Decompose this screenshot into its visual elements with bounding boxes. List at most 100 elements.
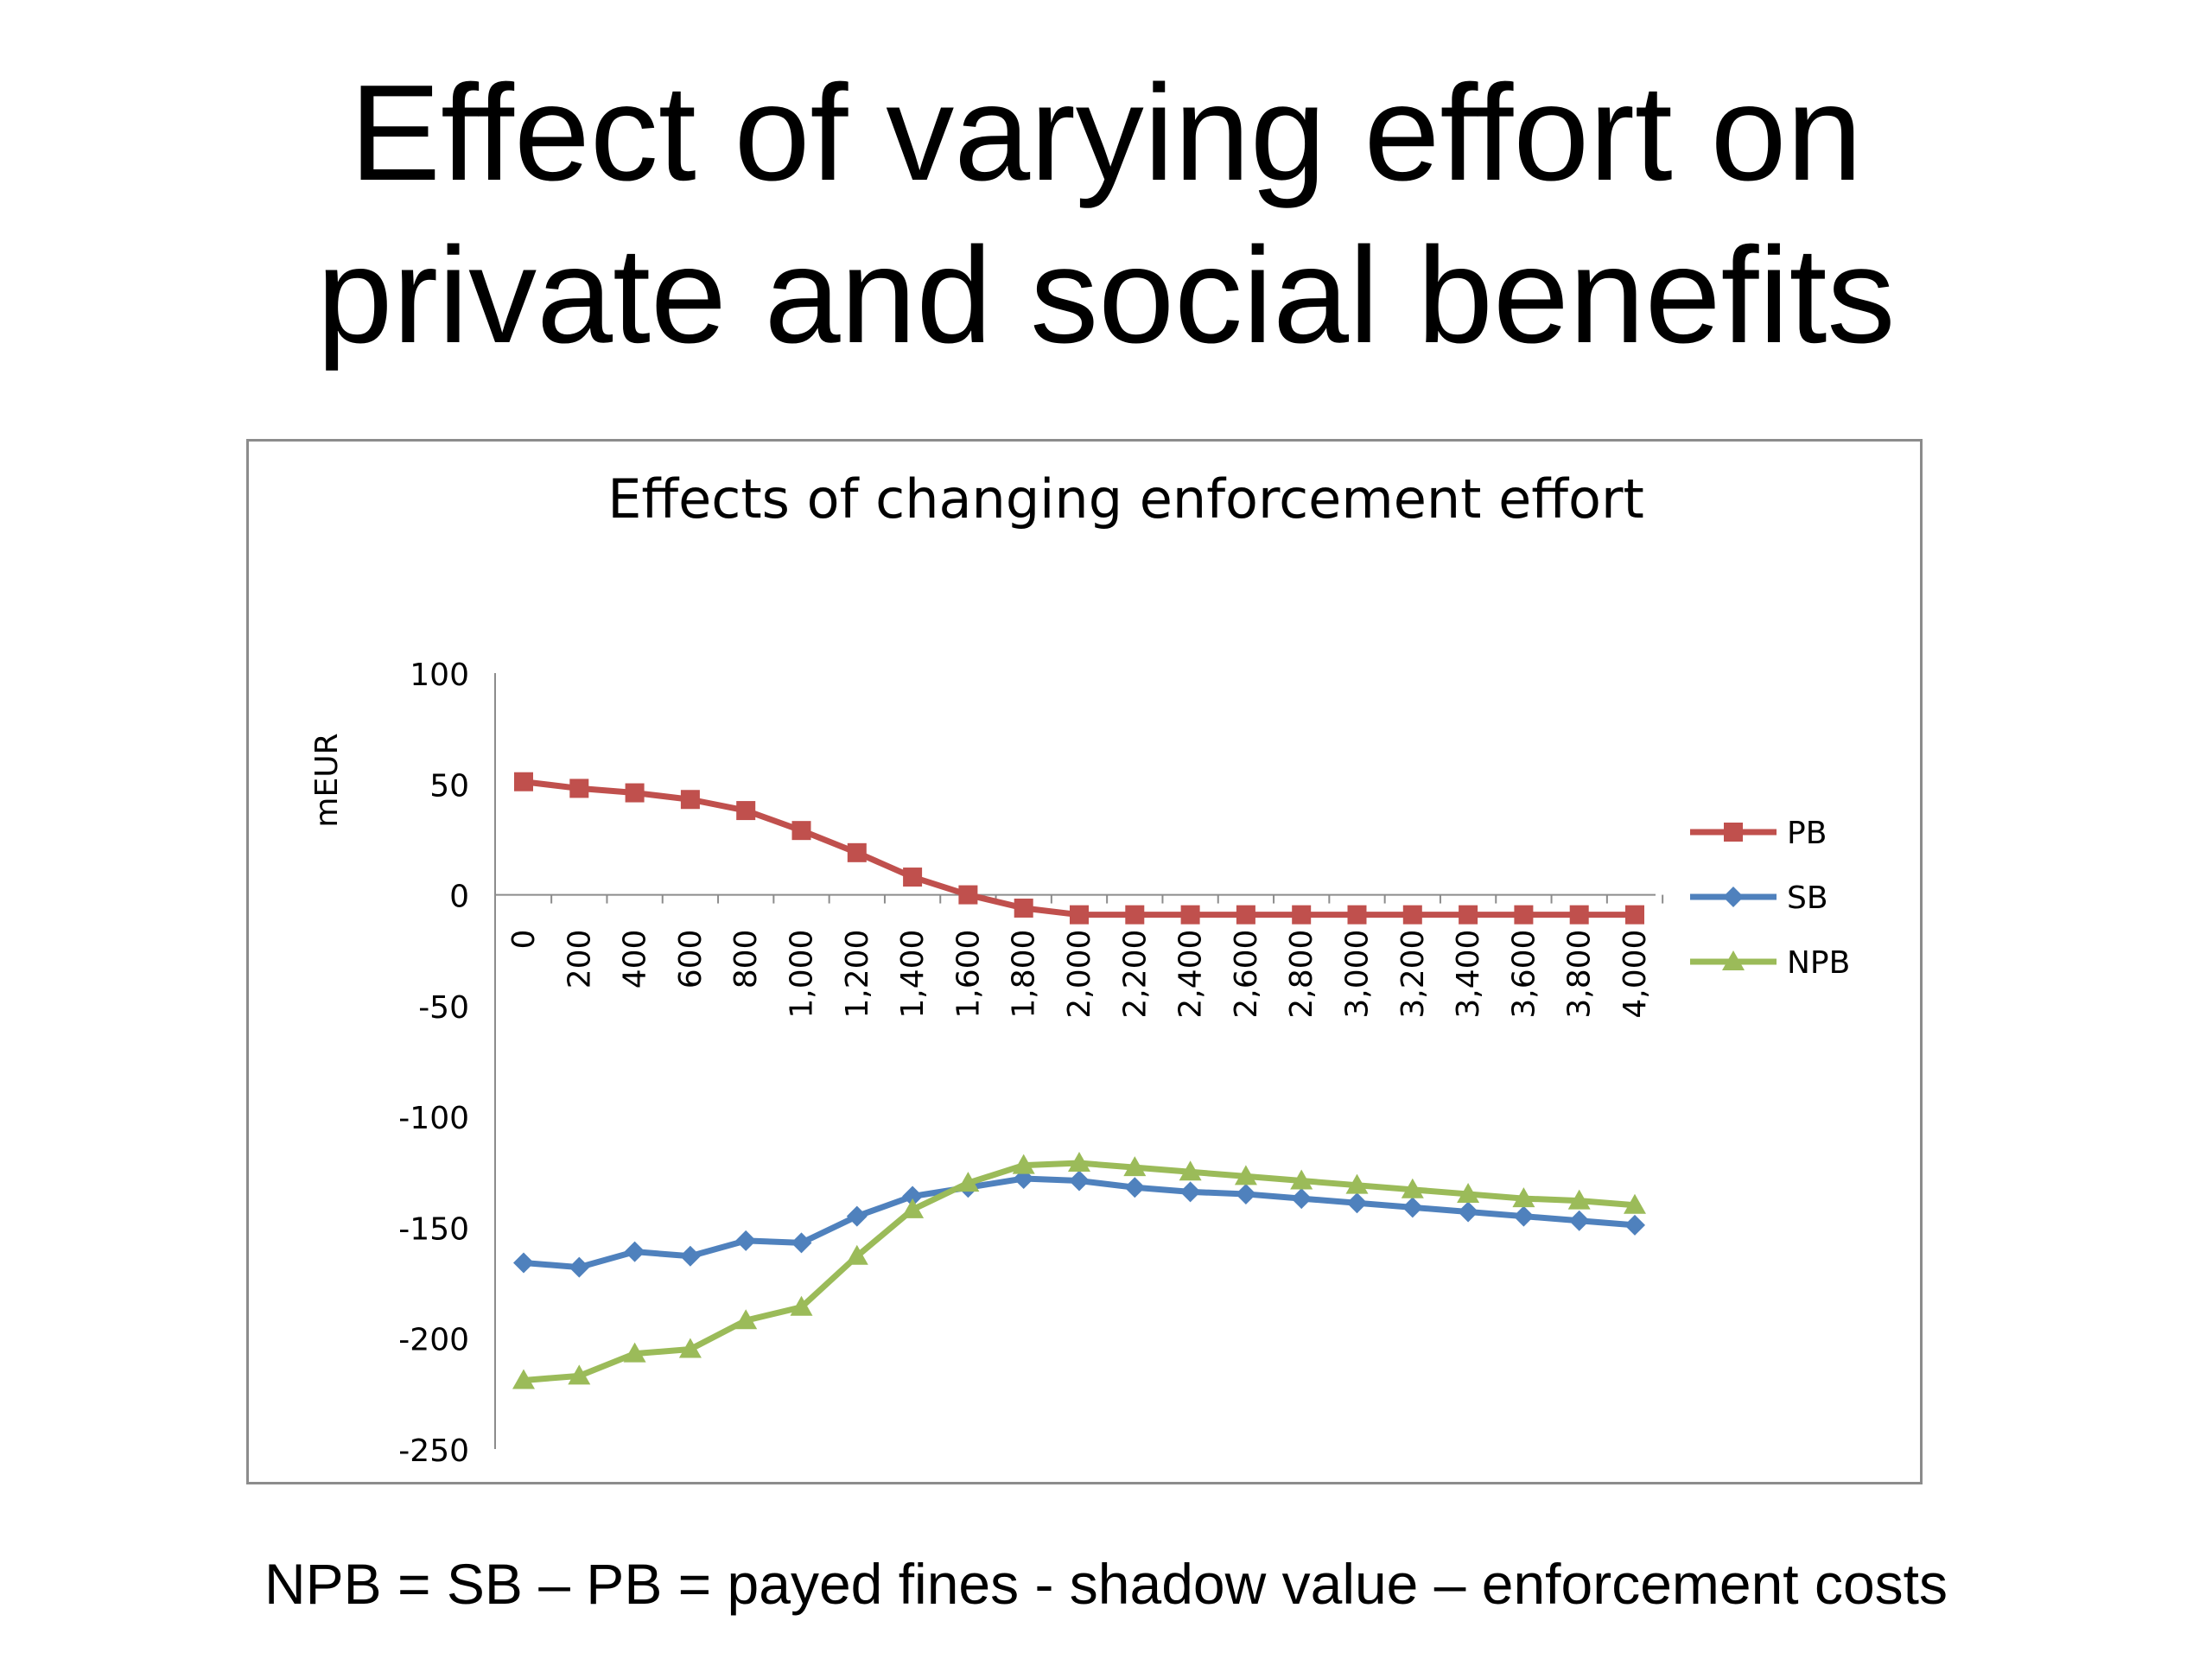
data-point-npb: [623, 1342, 646, 1363]
slide-title-line-1: Effect of varying effort on: [349, 57, 1863, 209]
data-point-npb: [1401, 1178, 1424, 1198]
x-tick-label: 800: [728, 930, 764, 989]
legend-label: SB: [1787, 880, 1828, 916]
data-point-npb: [1123, 1156, 1147, 1177]
data-point-sb: [679, 1245, 701, 1267]
y-axis-label: mEUR: [309, 733, 345, 827]
y-tick-label: 100: [410, 658, 469, 693]
data-point-sb: [1568, 1210, 1590, 1231]
x-tick-label: 1,600: [950, 930, 986, 1019]
data-point-sb: [1291, 1188, 1313, 1210]
x-tick-label: 3,200: [1395, 930, 1431, 1019]
data-point-pb: [1459, 905, 1478, 925]
data-point-npb: [1624, 1193, 1646, 1214]
x-tick-label: 1,200: [840, 930, 875, 1019]
x-tick-label: 400: [618, 930, 653, 989]
data-point-pb: [958, 885, 978, 905]
x-tick-label: 200: [562, 930, 597, 989]
legend-item-npb: NPB: [1690, 945, 1850, 981]
data-point-sb: [1624, 1214, 1645, 1236]
x-tick-label: 3,600: [1506, 930, 1541, 1019]
y-tick-label: 50: [429, 768, 469, 804]
x-tick-label: 2,600: [1229, 930, 1264, 1019]
data-point-sb: [1124, 1177, 1146, 1198]
data-point-sb: [1235, 1183, 1256, 1205]
legend-item-sb: SB: [1690, 880, 1828, 916]
y-tick-label: -200: [398, 1323, 469, 1358]
x-tick-label: 600: [673, 930, 709, 989]
x-tick-label: 3,400: [1451, 930, 1486, 1019]
data-point-npb: [1290, 1169, 1313, 1190]
data-point-pb: [1347, 905, 1367, 925]
data-point-npb: [957, 1172, 980, 1192]
data-point-sb: [1069, 1170, 1090, 1192]
x-tick-label: 4,000: [1618, 930, 1653, 1019]
x-tick-label: 2,800: [1284, 930, 1319, 1019]
y-tick-label: 0: [449, 880, 469, 915]
data-point-npb: [1345, 1173, 1369, 1194]
x-tick-label: 0: [506, 930, 542, 950]
data-point-npb: [1068, 1152, 1090, 1173]
axes: 100 50 0 -50 -100 -150 -200 -250 0 200 400 600 800 1,…: [398, 658, 1664, 1469]
data-point-sb: [735, 1230, 757, 1251]
series-pb: [514, 772, 1644, 925]
data-point-pb: [1125, 905, 1145, 925]
data-point-pb: [1292, 905, 1312, 925]
data-point-npb: [1012, 1154, 1035, 1174]
x-tick-label: 3,000: [1340, 930, 1376, 1019]
legend: PB SB NPB: [1690, 816, 1850, 981]
data-point-pb: [847, 842, 867, 862]
data-point-pb: [736, 801, 756, 821]
data-point-npb: [1512, 1187, 1535, 1208]
data-point-sb: [1402, 1197, 1423, 1218]
data-point-sb: [569, 1256, 590, 1278]
legend-marker: [1724, 823, 1743, 842]
data-point-sb: [624, 1241, 645, 1262]
data-point-npb: [1567, 1189, 1591, 1210]
x-tick-label: 3,800: [1562, 930, 1598, 1019]
legend-label: PB: [1787, 816, 1827, 851]
series-sb: [513, 1167, 1645, 1278]
data-point-pb: [569, 779, 589, 798]
data-point-pb: [625, 783, 645, 803]
data-point-npb: [1457, 1182, 1480, 1203]
x-tick-label: 1,800: [1007, 930, 1042, 1019]
data-point-npb: [1234, 1165, 1257, 1185]
x-tick-label: 1,000: [785, 930, 820, 1019]
legend-marker: [1723, 887, 1744, 907]
data-point-pb: [680, 790, 700, 810]
y-tick-label: -150: [398, 1211, 469, 1247]
data-point-pb: [791, 821, 811, 841]
x-tick-label: 2,200: [1117, 930, 1153, 1019]
data-point-pb: [1180, 905, 1200, 925]
data-point-pb: [514, 772, 533, 791]
data-point-sb: [791, 1232, 812, 1254]
y-tick-label: -250: [398, 1433, 469, 1469]
slide-title-line-2: private and social benefits: [316, 219, 1896, 372]
data-point-npb: [901, 1198, 925, 1218]
data-point-pb: [1014, 898, 1033, 918]
data-point-pb: [903, 868, 923, 887]
y-tick-label: -100: [398, 1101, 469, 1136]
data-point-pb: [1402, 905, 1422, 925]
x-tick-label: 2,000: [1062, 930, 1097, 1019]
data-point-sb: [1346, 1192, 1368, 1214]
data-point-sb: [902, 1185, 924, 1207]
series-npb: [512, 1152, 1646, 1389]
chart-title: Effects of changing enforcement effort: [607, 467, 1644, 531]
legend-marker: [1722, 950, 1745, 970]
data-point-pb: [1236, 905, 1255, 925]
slide-title: Effect of varying effort on private and …: [0, 52, 2212, 377]
data-point-npb: [734, 1309, 758, 1330]
data-point-sb: [846, 1205, 868, 1227]
data-point-sb: [1179, 1181, 1201, 1203]
x-tick-label: 1,400: [895, 930, 931, 1019]
data-point-pb: [1625, 905, 1644, 925]
data-point-npb: [512, 1369, 535, 1389]
data-point-sb: [1513, 1205, 1535, 1227]
legend-item-pb: PB: [1690, 816, 1827, 851]
data-point-pb: [1070, 905, 1089, 925]
data-point-sb: [1458, 1201, 1479, 1223]
footnote: NPB = SB – PB = payed fines - shadow val…: [264, 1552, 1948, 1616]
line-chart: Effects of changing enforcement effort m…: [309, 467, 1850, 1469]
